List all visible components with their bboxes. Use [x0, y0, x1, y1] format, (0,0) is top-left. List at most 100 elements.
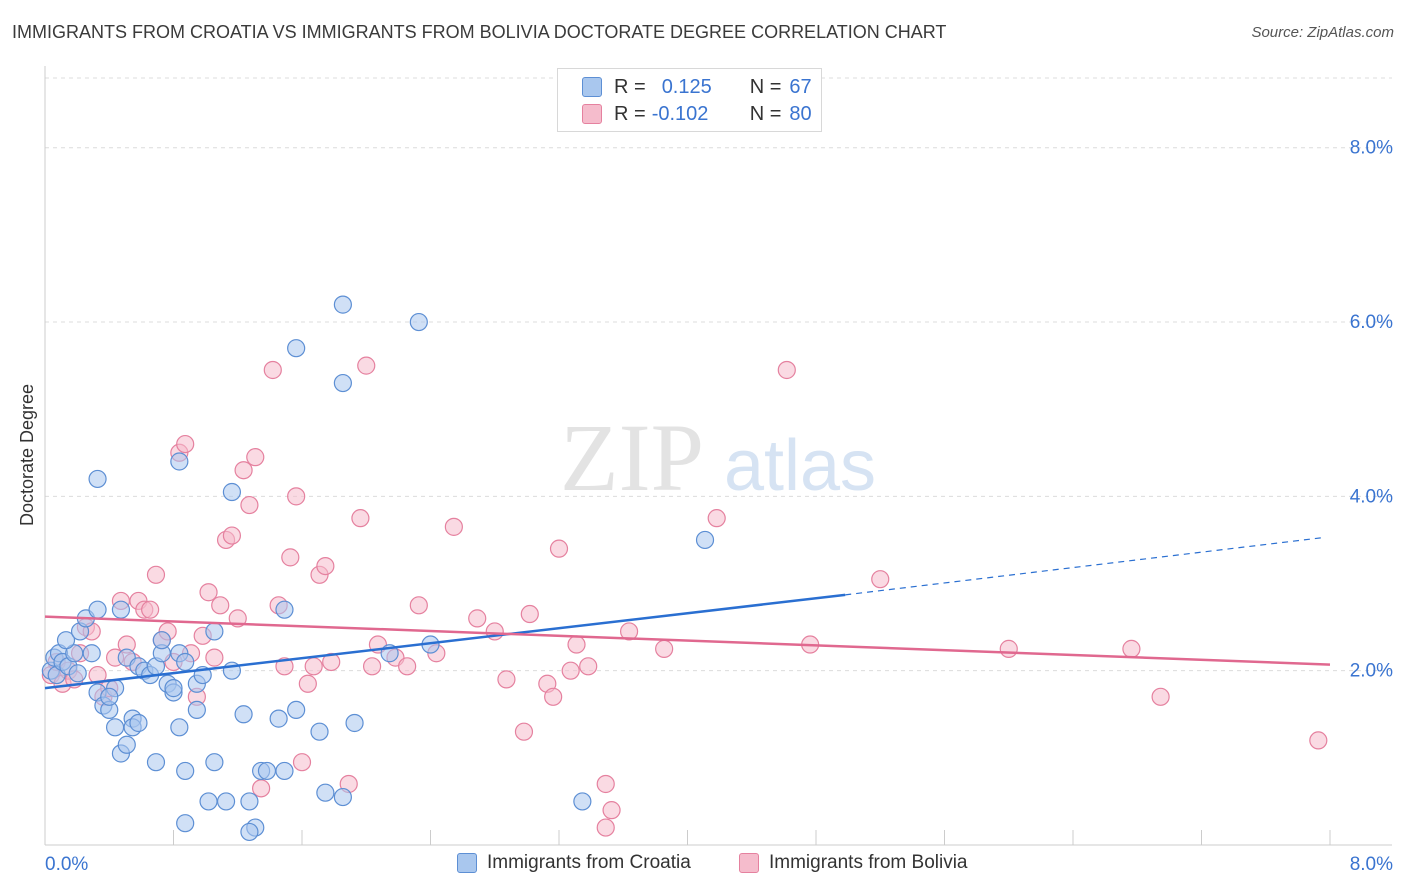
- croatia-point: [345, 713, 364, 733]
- croatia-trend-line: [44, 593, 846, 690]
- bolivia-point: [1151, 687, 1170, 706]
- bolivia-r-value: -0.102: [651, 102, 709, 125]
- croatia-point: [275, 600, 294, 619]
- y-tick-label: 2.0%: [1350, 661, 1393, 682]
- croatia-trend-extension: [845, 536, 1326, 596]
- bolivia-point: [602, 801, 621, 820]
- bolivia-point: [544, 687, 563, 706]
- bolivia-point: [655, 639, 674, 658]
- bolivia-n-label: N =: [749, 102, 782, 125]
- y-tick-label: 8.0%: [1350, 138, 1393, 159]
- bolivia-point: [567, 635, 586, 654]
- croatia-legend-label: Immigrants from Croatia: [487, 852, 691, 873]
- bolivia-legend-swatch: [739, 853, 759, 873]
- croatia-n-value: 67: [789, 75, 812, 98]
- axes: [44, 66, 1392, 846]
- bolivia-point: [246, 448, 265, 467]
- bolivia-point: [298, 674, 317, 693]
- bolivia-point: [520, 604, 539, 624]
- croatia-point: [68, 664, 87, 683]
- croatia-point: [222, 482, 242, 502]
- croatia-point: [216, 792, 236, 811]
- croatia-point: [176, 814, 195, 833]
- bolivia-point: [252, 779, 271, 798]
- croatia-point: [257, 761, 277, 781]
- bolivia-r-label: R =: [614, 102, 646, 125]
- croatia-point: [176, 761, 195, 781]
- bolivia-point: [240, 495, 259, 515]
- bolivia-point: [205, 648, 224, 667]
- croatia-point: [88, 469, 107, 489]
- bolivia-point: [1122, 639, 1141, 658]
- croatia-point: [333, 373, 352, 393]
- croatia-point: [129, 713, 148, 733]
- bolivia-swatch: [582, 104, 602, 124]
- croatia-point: [100, 687, 119, 706]
- watermark: ZIP atlas: [560, 404, 876, 511]
- croatia-point: [187, 700, 206, 720]
- x-tick-label-min: 0.0%: [45, 854, 88, 875]
- croatia-point: [176, 652, 195, 672]
- bolivia-point: [398, 657, 417, 676]
- bolivia-point: [1309, 731, 1328, 750]
- croatia-point: [164, 679, 183, 698]
- croatia-point: [310, 722, 329, 741]
- croatia-point: [105, 718, 125, 737]
- grid-lines: [45, 77, 1392, 672]
- watermark-atlas: atlas: [724, 426, 876, 506]
- croatia-point: [409, 312, 428, 332]
- croatia-point: [240, 792, 259, 811]
- croatia-point: [146, 753, 166, 772]
- bolivia-point: [222, 526, 242, 545]
- croatia-point: [287, 700, 306, 720]
- bolivia-point: [357, 356, 376, 375]
- bolivia-point: [263, 360, 282, 380]
- bolivia-point: [316, 556, 335, 576]
- croatia-point: [82, 644, 101, 663]
- correlation-legend: R = 0.125 N = 67 R = -0.102 N = 80: [557, 68, 822, 132]
- trend-lines: [44, 536, 1331, 690]
- croatia-point: [56, 631, 76, 650]
- bolivia-point: [146, 565, 166, 584]
- croatia-series: [41, 295, 715, 842]
- croatia-n-label: N =: [749, 75, 782, 98]
- tick-labels: 2.0% 4.0% 6.0% 8.0% 0.0% 8.0%: [45, 138, 1393, 875]
- bottom-legend-bolivia: Immigrants from Bolivia: [739, 852, 968, 874]
- croatia-point: [695, 530, 715, 550]
- croatia-point: [333, 295, 352, 314]
- bolivia-point: [596, 774, 615, 794]
- croatia-point: [573, 792, 592, 811]
- bolivia-point: [777, 360, 796, 380]
- y-tick-label: 4.0%: [1350, 486, 1393, 507]
- croatia-point: [152, 631, 171, 650]
- x-tick-label-max: 8.0%: [1350, 854, 1393, 875]
- chart-title: IMMIGRANTS FROM CROATIA VS IMMIGRANTS FR…: [12, 22, 947, 42]
- croatia-point: [88, 600, 107, 619]
- bolivia-point: [596, 818, 615, 837]
- watermark-zip: ZIP: [560, 404, 704, 511]
- bolivia-point: [549, 539, 569, 558]
- bolivia-point: [468, 609, 487, 628]
- croatia-point: [199, 792, 218, 811]
- bolivia-point: [497, 670, 516, 689]
- source-label: Source: ZipAtlas.com: [1251, 24, 1394, 41]
- bolivia-point: [707, 509, 726, 528]
- croatia-point: [205, 753, 224, 772]
- bolivia-trend-line: [44, 615, 1331, 666]
- croatia-point: [170, 718, 189, 737]
- croatia-r-label: R =: [614, 75, 646, 98]
- croatia-point: [170, 452, 189, 471]
- croatia-point: [117, 735, 136, 754]
- croatia-point: [269, 709, 288, 728]
- bolivia-point: [444, 517, 463, 536]
- bolivia-point: [561, 661, 580, 680]
- bolivia-point: [579, 657, 598, 676]
- bolivia-legend-label: Immigrants from Bolivia: [769, 852, 968, 873]
- bolivia-point: [211, 596, 230, 615]
- croatia-swatch: [582, 77, 602, 97]
- croatia-point: [111, 600, 131, 619]
- legend-row-bolivia: R = -0.102 N = 80: [582, 102, 812, 126]
- croatia-point: [205, 622, 224, 641]
- legend-row-croatia: R = 0.125 N = 67: [582, 75, 812, 99]
